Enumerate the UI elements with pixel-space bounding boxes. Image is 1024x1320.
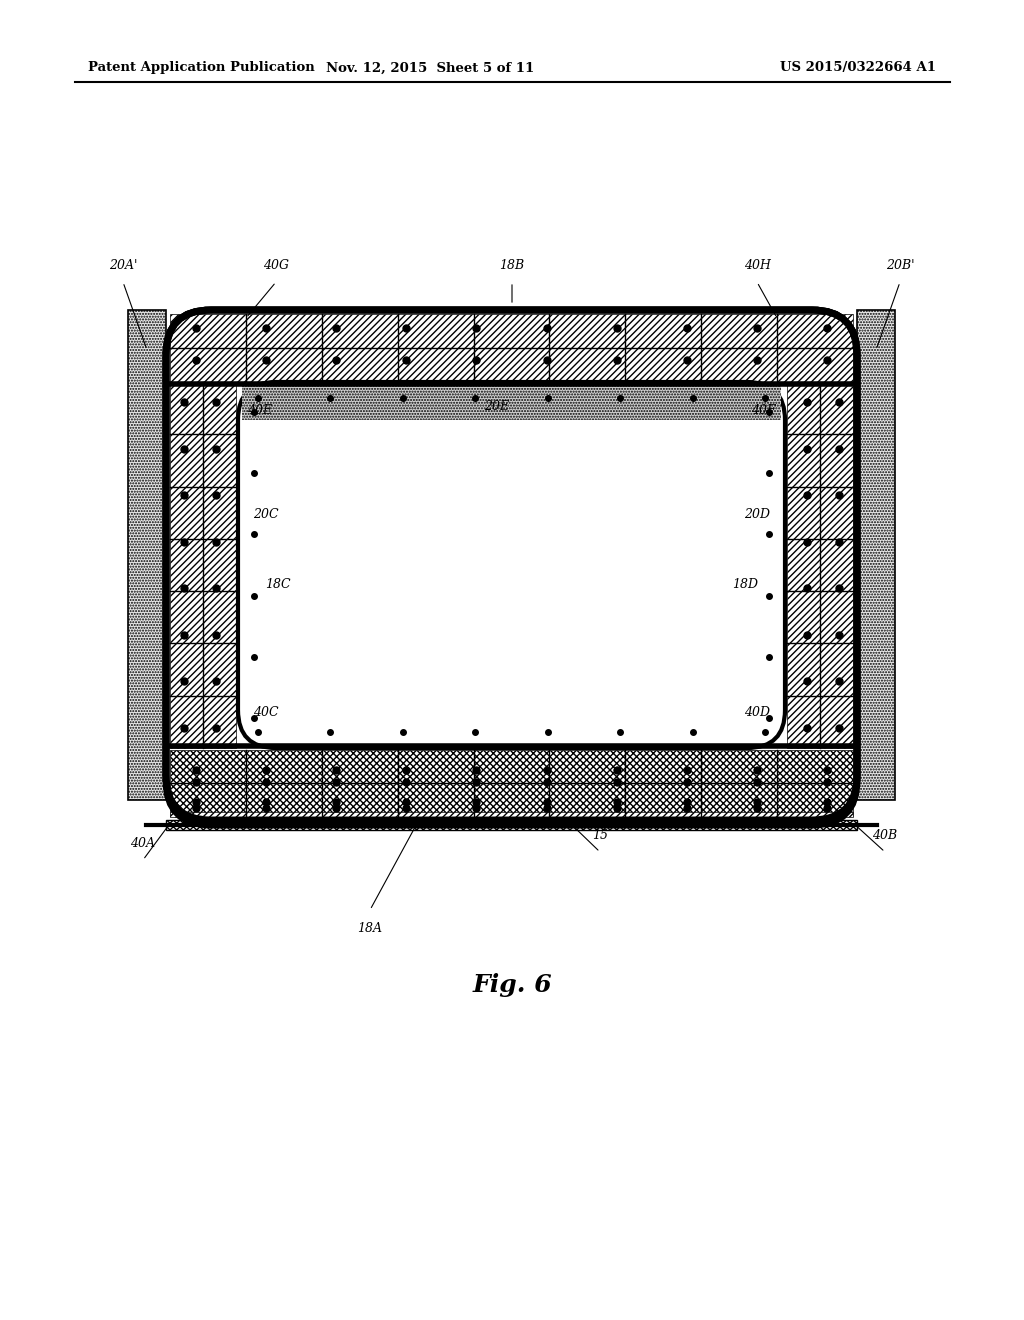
Text: 18C: 18C [265, 578, 291, 591]
Text: Nov. 12, 2015  Sheet 5 of 11: Nov. 12, 2015 Sheet 5 of 11 [326, 62, 535, 74]
Text: 40E: 40E [248, 404, 272, 417]
Text: 18B: 18B [500, 259, 524, 272]
FancyBboxPatch shape [166, 310, 857, 820]
Bar [170, 750, 853, 816]
Bar [170, 812, 853, 817]
Text: 20A': 20A' [109, 259, 137, 272]
Bar [787, 381, 853, 748]
Text: 40G: 40G [263, 259, 289, 272]
Bar [170, 314, 853, 381]
Text: 18A: 18A [357, 921, 383, 935]
Text: 15: 15 [592, 829, 608, 842]
Text: 40D: 40D [744, 705, 770, 718]
Text: 20B': 20B' [886, 259, 914, 272]
Bar [170, 381, 236, 748]
Bar [128, 310, 166, 800]
Text: 20E: 20E [484, 400, 510, 412]
Text: 20D: 20D [744, 508, 770, 521]
Text: Fig. 6: Fig. 6 [472, 973, 552, 997]
Text: Patent Application Publication: Patent Application Publication [88, 62, 314, 74]
FancyBboxPatch shape [238, 381, 785, 748]
Text: 40F: 40F [751, 404, 775, 417]
Bar [166, 820, 857, 830]
Bar [857, 310, 895, 800]
Text: 40C: 40C [253, 705, 279, 718]
Bar [242, 384, 781, 420]
Text: 40A: 40A [130, 837, 156, 850]
Text: 18D: 18D [732, 578, 758, 591]
Text: 40H: 40H [743, 259, 770, 272]
Text: 20C: 20C [253, 508, 279, 521]
Text: US 2015/0322664 A1: US 2015/0322664 A1 [780, 62, 936, 74]
Text: 40B: 40B [872, 829, 898, 842]
